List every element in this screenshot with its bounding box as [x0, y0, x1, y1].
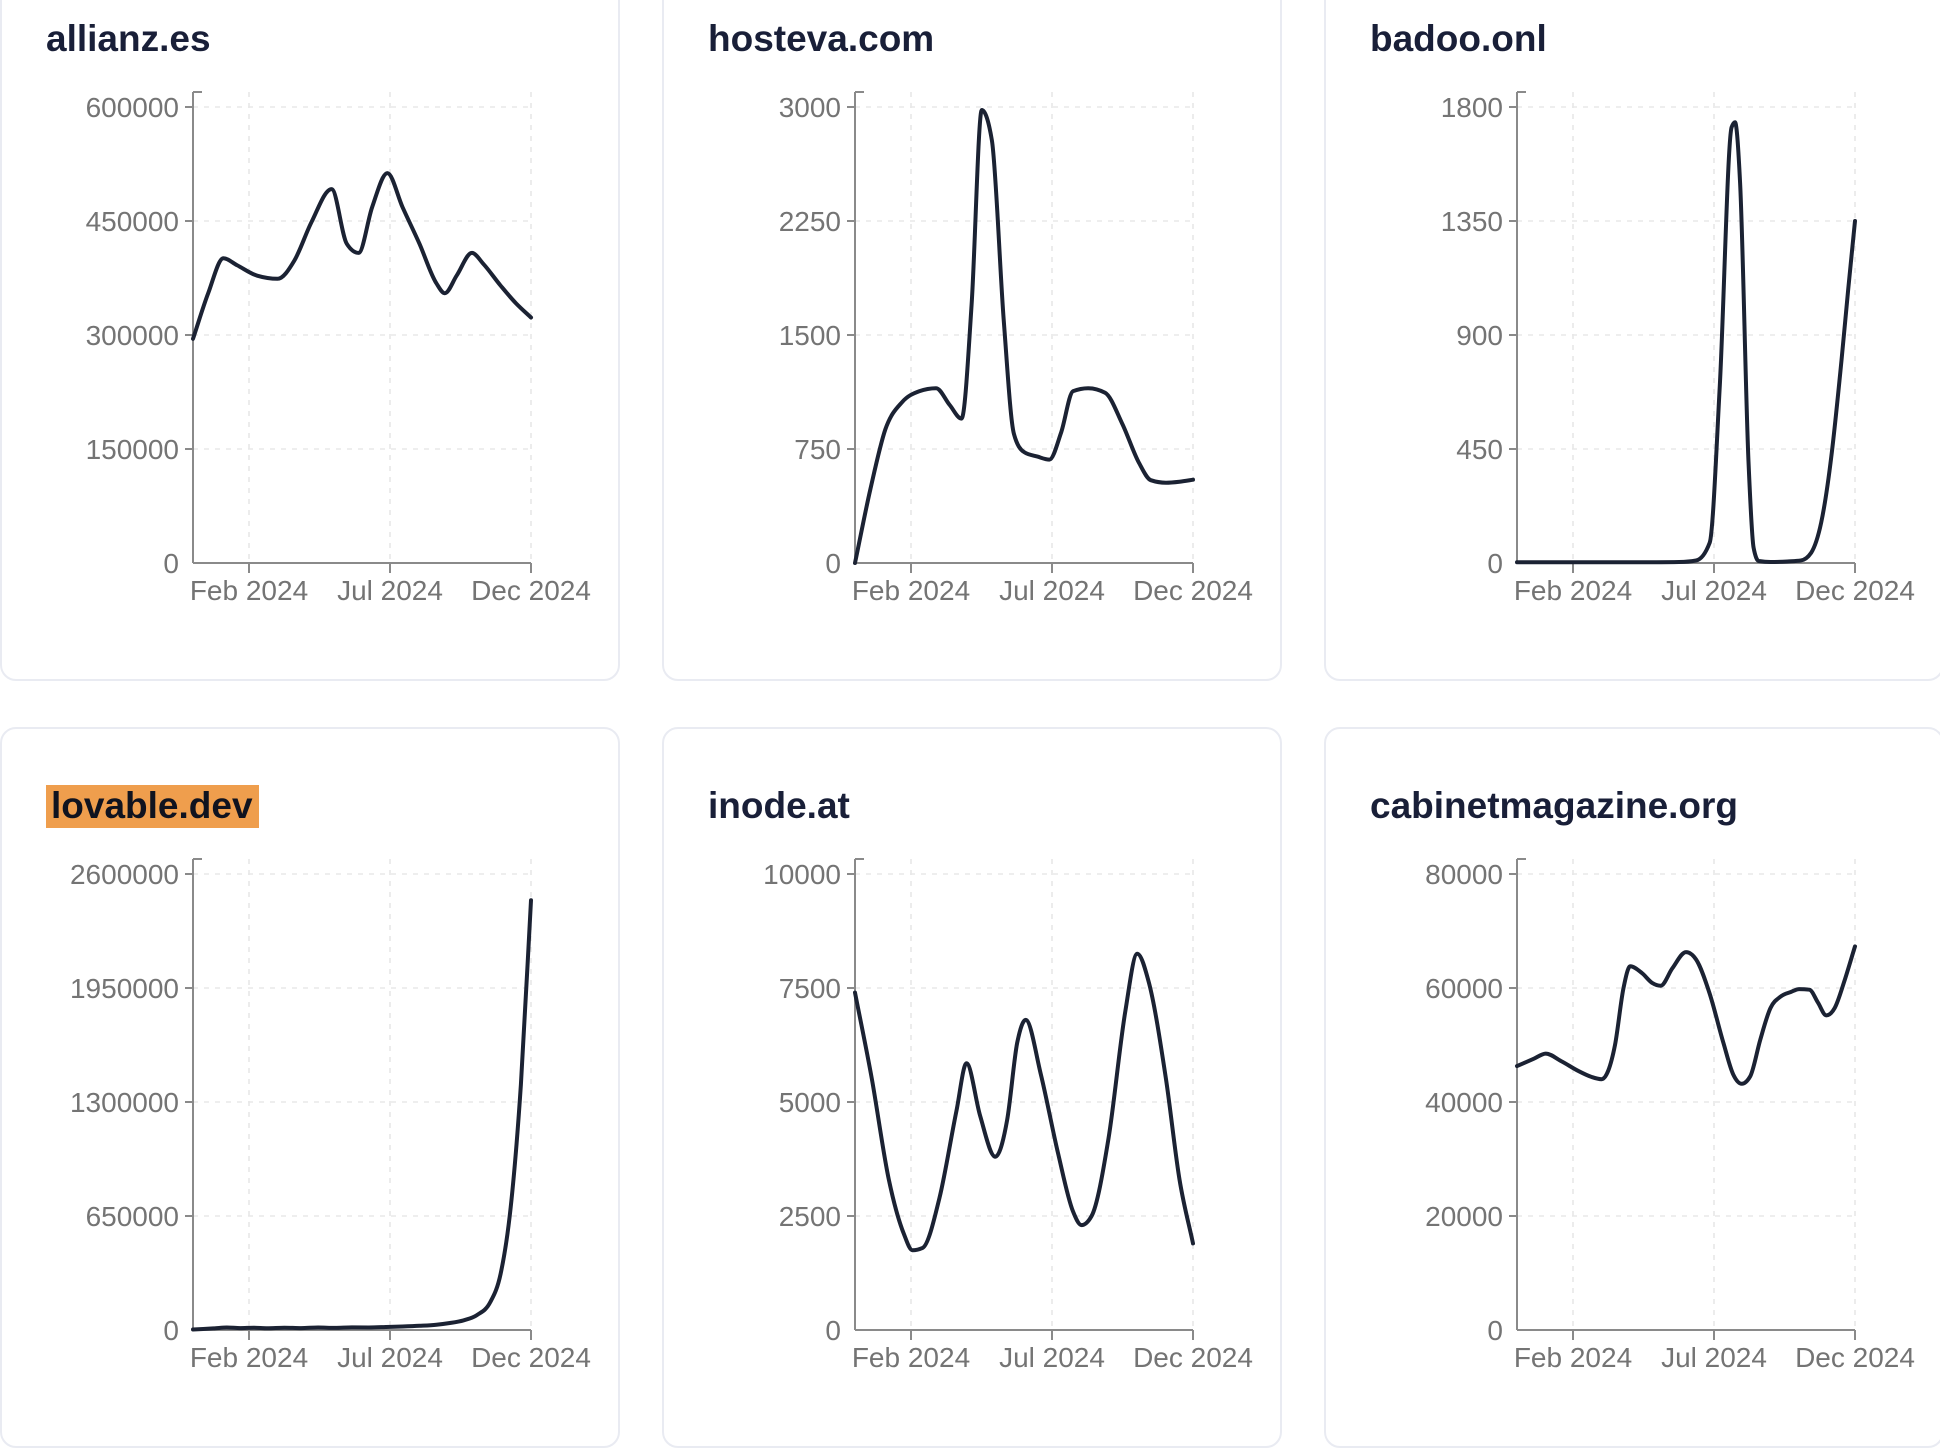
x-tick-label: Feb 2024	[852, 1342, 970, 1373]
y-tick-label: 450000	[86, 206, 179, 237]
grid	[1517, 859, 1856, 1330]
grid	[193, 92, 532, 563]
y-axis	[1509, 91, 1526, 563]
grid	[855, 859, 1194, 1330]
chart-card: allianz.es 0 150000 300000 450000 600000 Feb …	[0, 0, 620, 681]
series-line	[853, 108, 1195, 565]
chart-card: badoo.onl 0 450 900 1350 1800 Feb 2024 Jul 202…	[1324, 0, 1940, 681]
x-tick-label: Jul 2024	[337, 1342, 443, 1373]
x-tick-label: Jul 2024	[337, 575, 443, 606]
y-tick-label: 150000	[86, 434, 179, 465]
y-tick-label: 5000	[779, 1087, 841, 1118]
y-tick-label: 1500	[779, 320, 841, 351]
x-tick-label: Dec 2024	[471, 575, 591, 606]
y-tick-label: 0	[1487, 1315, 1503, 1346]
y-tick-label: 20000	[1425, 1201, 1503, 1232]
line-chart: 0 450 900 1350 1800 Feb 2024 Jul 2024 Dec 2024	[1441, 91, 1915, 606]
y-tick-label: 2250	[779, 206, 841, 237]
x-tick-label: Jul 2024	[1661, 575, 1767, 606]
x-tick-label: Feb 2024	[852, 575, 970, 606]
chart-title: hosteva.com	[708, 18, 935, 59]
chart-title: inode.at	[708, 785, 850, 826]
x-axis	[1517, 1329, 1856, 1340]
y-tick-label: 750	[794, 434, 841, 465]
x-axis	[193, 1329, 532, 1340]
grid	[193, 859, 532, 1330]
series-line	[853, 951, 1195, 1253]
y-tick-label: 0	[825, 548, 841, 579]
series-line	[1515, 120, 1857, 565]
series-line	[1515, 944, 1857, 1086]
y-tick-label: 0	[825, 1315, 841, 1346]
line-chart: 0 650000 1300000 1950000 2600000 Feb 2024 Jul …	[70, 858, 591, 1373]
x-tick-label: Dec 2024	[1133, 1342, 1253, 1373]
y-tick-label: 0	[163, 1315, 179, 1346]
x-tick-label: Dec 2024	[1795, 1342, 1915, 1373]
x-tick-label: Jul 2024	[1661, 1342, 1767, 1373]
x-tick-label: Dec 2024	[471, 1342, 591, 1373]
y-tick-label: 1300000	[70, 1087, 179, 1118]
x-axis	[855, 1329, 1194, 1340]
line-chart: 0 150000 300000 450000 600000 Feb 2024 Jul 202…	[86, 91, 591, 606]
y-tick-label: 3000	[779, 92, 841, 123]
y-axis	[185, 91, 202, 563]
x-tick-label: Jul 2024	[999, 575, 1105, 606]
chart-card: hosteva.com 0 750 1500 2250 3000 Feb 2024 Jul …	[662, 0, 1282, 681]
chart-title: cabinetmagazine.org	[1370, 785, 1739, 826]
x-tick-label: Feb 2024	[1514, 575, 1632, 606]
y-axis	[185, 858, 202, 1330]
x-axis	[193, 562, 532, 573]
line-chart: 0 20000 40000 60000 80000 Feb 2024 Jul 2024 Dec…	[1425, 858, 1915, 1373]
y-tick-label: 40000	[1425, 1087, 1503, 1118]
line-chart: 0 750 1500 2250 3000 Feb 2024 Jul 2024 Dec 2024	[779, 91, 1253, 606]
y-tick-label: 2500	[779, 1201, 841, 1232]
y-tick-label: 1950000	[70, 973, 179, 1004]
x-tick-label: Feb 2024	[190, 1342, 308, 1373]
chart-title: badoo.onl	[1370, 18, 1547, 59]
series-line	[191, 171, 533, 341]
chart-card: lovable.dev 0 650000 1300000 1950000 2600000…	[0, 727, 620, 1448]
y-tick-label: 1800	[1441, 92, 1503, 123]
x-tick-label: Jul 2024	[999, 1342, 1105, 1373]
y-axis	[1509, 858, 1526, 1330]
y-tick-label: 10000	[763, 859, 841, 890]
x-tick-label: Feb 2024	[190, 575, 308, 606]
x-tick-label: Dec 2024	[1795, 575, 1915, 606]
line-chart: 0 2500 5000 7500 10000 Feb 2024 Jul 2024 Dec 20…	[763, 858, 1253, 1373]
y-axis	[847, 858, 864, 1330]
x-axis	[855, 562, 1194, 573]
x-tick-label: Feb 2024	[1514, 1342, 1632, 1373]
grid	[1517, 92, 1856, 563]
search-highlight: lovable.dev	[46, 785, 259, 828]
y-tick-label: 0	[1487, 548, 1503, 579]
chart-card: cabinetmagazine.org 0 20000 40000 60000 8000…	[1324, 727, 1940, 1448]
y-tick-label: 7500	[779, 973, 841, 1004]
y-tick-label: 80000	[1425, 859, 1503, 890]
chart-title: lovable.dev	[46, 785, 259, 828]
y-tick-label: 0	[163, 548, 179, 579]
y-tick-label: 900	[1456, 320, 1503, 351]
grid	[855, 92, 1194, 563]
y-tick-label: 600000	[86, 92, 179, 123]
y-tick-label: 2600000	[70, 859, 179, 890]
y-tick-label: 60000	[1425, 973, 1503, 1004]
x-tick-label: Dec 2024	[1133, 575, 1253, 606]
y-tick-label: 300000	[86, 320, 179, 351]
chart-title: allianz.es	[46, 18, 211, 59]
y-axis	[847, 91, 864, 563]
y-tick-label: 450	[1456, 434, 1503, 465]
x-axis	[1517, 562, 1856, 573]
y-tick-label: 650000	[86, 1201, 179, 1232]
chart-card: inode.at 0 2500 5000 7500 10000 Feb 2024 Jul 2…	[662, 727, 1282, 1448]
y-tick-label: 1350	[1441, 206, 1503, 237]
series-line	[191, 898, 533, 1332]
